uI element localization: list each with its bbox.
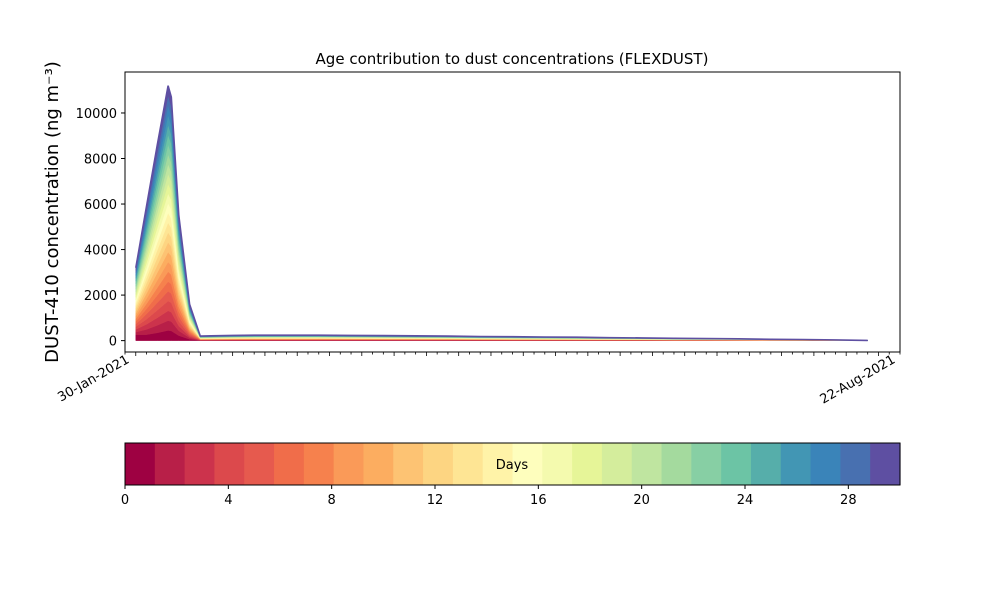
age-layer-9	[135, 241, 868, 341]
colorbar-swatch	[512, 443, 543, 485]
colorbar-swatch	[482, 443, 514, 485]
chart-title: Age contribution to dust concentrations …	[316, 50, 709, 68]
age-layer-15	[135, 182, 868, 341]
x-axis-ticks	[124, 352, 901, 356]
colorbar-swatch	[750, 443, 782, 485]
age-layer-12	[135, 212, 868, 341]
colorbar-swatch	[214, 443, 245, 485]
y-tick-label: 8000	[84, 153, 117, 168]
age-layer-4	[135, 290, 868, 341]
colorbar-tick-label: 24	[737, 493, 754, 508]
age-layer-16	[135, 173, 868, 341]
y-tick-label: 2000	[84, 289, 117, 304]
colorbar-swatch	[810, 443, 841, 485]
colorbar-swatch	[721, 443, 752, 485]
colorbar-swatch	[363, 443, 394, 485]
age-layer-6	[135, 271, 868, 341]
colorbar-swatch	[125, 443, 156, 485]
age-layer-14	[135, 192, 868, 341]
y-tick-label: 0	[109, 335, 117, 350]
colorbar-swatch	[452, 443, 484, 485]
age-layer-24	[135, 95, 868, 341]
colorbar-swatch	[423, 443, 454, 485]
y-axis-ticks: 0 2000 4000 6000 8000 10000	[76, 107, 125, 350]
age-layer-8	[135, 251, 868, 341]
colorbar-frame	[124, 442, 901, 486]
colorbar-swatch	[244, 443, 275, 485]
colorbar-swatch	[184, 443, 216, 485]
y-tick-label: 4000	[84, 244, 117, 259]
colorbar-tick-label: 20	[633, 493, 650, 508]
colorbar-swatch	[542, 443, 573, 485]
total-line	[135, 85, 868, 342]
plot-frame	[124, 71, 901, 353]
age-layer-13	[135, 202, 868, 341]
age-layer-10	[135, 231, 868, 341]
age-layer-11	[135, 222, 868, 341]
colorbar-tick-label: 4	[224, 493, 232, 508]
colorbar-swatch	[601, 443, 633, 485]
colorbar-tick-label: 12	[427, 493, 444, 508]
colorbar-swatch	[840, 443, 871, 485]
colorbar-swatch	[393, 443, 424, 485]
colorbar-swatch	[870, 443, 901, 485]
age-layer-21	[135, 123, 868, 341]
age-layer-25	[135, 85, 868, 341]
colorbar-label: Days	[496, 458, 529, 473]
colorbar-swatch	[154, 443, 186, 485]
x-tick-label-first: 30-Jan-2021	[55, 352, 132, 405]
stacked-areas	[135, 85, 868, 342]
y-tick-label: 6000	[84, 198, 117, 213]
age-layer-7	[135, 261, 868, 341]
colorbar-swatch	[303, 443, 335, 485]
colorbar-swatch	[691, 443, 722, 485]
colorbar-tick-label: 16	[530, 493, 547, 508]
x-tick-label-last: 22-Aug-2021	[818, 352, 898, 407]
age-layer-20	[135, 133, 868, 341]
age-layer-5	[135, 281, 868, 341]
colorbar-swatch	[780, 443, 812, 485]
colorbar-swatch	[333, 443, 365, 485]
age-layer-23	[135, 105, 868, 341]
colorbar-swatch	[274, 443, 305, 485]
colorbar-tick-label: 8	[328, 493, 336, 508]
colorbar-tick-label: 0	[121, 493, 129, 508]
age-layer-17	[135, 163, 868, 341]
age-layer-18	[135, 153, 868, 341]
age-layer-19	[135, 143, 868, 341]
colorbar	[124, 442, 901, 486]
y-tick-label: 10000	[76, 107, 117, 122]
age-layer-22	[135, 114, 868, 341]
colorbar-ticks: 0 4 8 12 16 20 24 28	[121, 485, 857, 508]
colorbar-swatch	[572, 443, 603, 485]
colorbar-tick-label: 28	[840, 493, 857, 508]
colorbar-swatch	[661, 443, 692, 485]
colorbar-swatch	[631, 443, 663, 485]
y-axis-label: DUST-410 concentration (ng m⁻³)	[42, 61, 63, 363]
